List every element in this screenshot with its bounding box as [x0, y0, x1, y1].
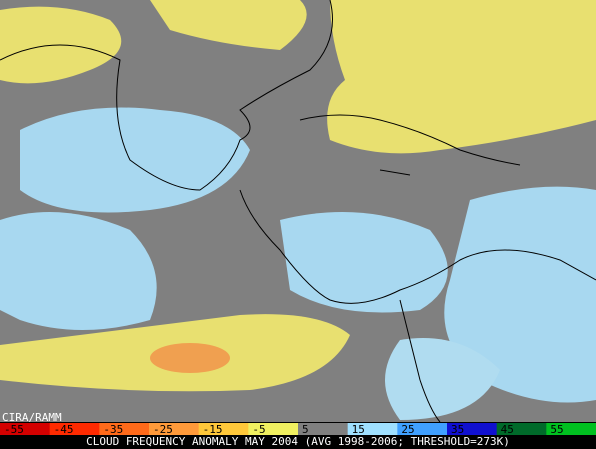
map — [0, 0, 596, 423]
colorbar-segment — [298, 423, 349, 435]
credit: CIRA/RAMM — [2, 411, 62, 424]
colorbar-label: -25 — [153, 423, 173, 436]
colorbar-segment — [447, 423, 498, 435]
colorbar-label: 5 — [302, 423, 309, 436]
colorbar-segment — [347, 423, 398, 435]
colorbar-label: -15 — [203, 423, 223, 436]
colorbar-label: 35 — [451, 423, 464, 436]
colorbar-label: 55 — [550, 423, 563, 436]
caption: CLOUD FREQUENCY ANOMALY MAY 2004 (AVG 19… — [86, 435, 510, 448]
colorbar-label: -55 — [4, 423, 24, 436]
colorbar-segment — [49, 423, 100, 435]
colorbar-label: -45 — [54, 423, 74, 436]
colorbar-label: -35 — [103, 423, 123, 436]
colorbar-segment — [99, 423, 150, 435]
colorbar-segment — [397, 423, 448, 435]
colorbar-label: -5 — [252, 423, 265, 436]
colorbar-label: 25 — [401, 423, 414, 436]
colorbar-segment — [0, 423, 51, 435]
colorbar-segment — [496, 423, 547, 435]
colorbar-segment — [198, 423, 249, 435]
colorbar-label: 15 — [352, 423, 365, 436]
colorbar-segment — [149, 423, 200, 435]
colorbar-segment — [248, 423, 299, 435]
colorbar-label: 45 — [501, 423, 514, 436]
colorbar: -55 -45 -35 -25 -15 -5 5 15 25 35 45 55 — [0, 423, 596, 436]
colorbar-segment — [546, 423, 596, 435]
